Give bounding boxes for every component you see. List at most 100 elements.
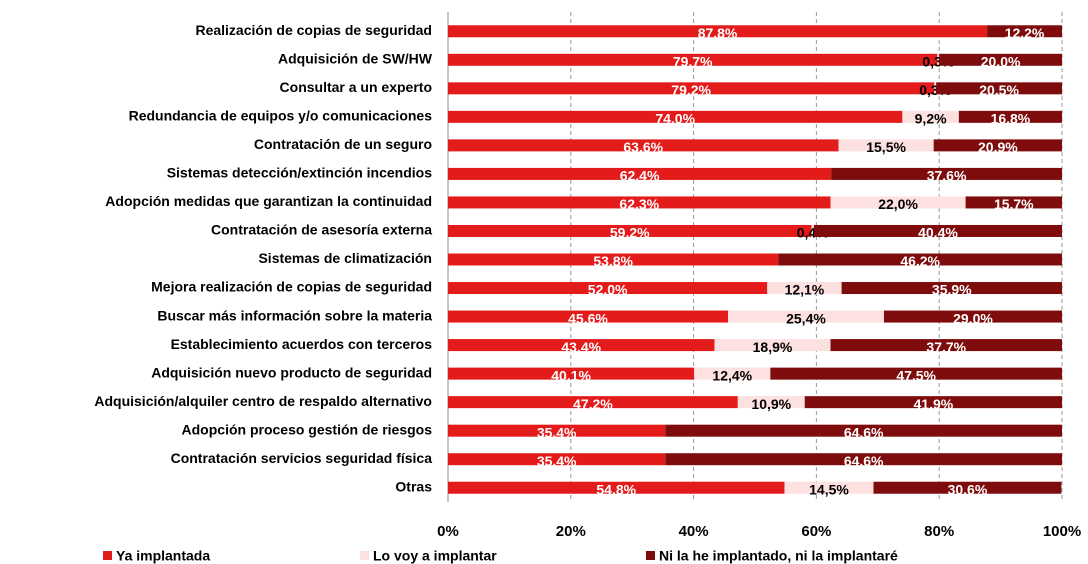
bar-segment	[937, 53, 940, 66]
bar-segment	[902, 110, 959, 123]
category-label: Sistemas de climatización	[258, 250, 432, 266]
bar-segment	[665, 424, 1062, 437]
data-label: 12,4%	[712, 367, 752, 383]
data-label: 20,0%	[981, 53, 1021, 69]
bar-segment	[841, 282, 1062, 295]
data-label: 15,7%	[994, 196, 1034, 212]
x-tick-label: 80%	[924, 523, 954, 540]
bar-segment	[448, 224, 812, 237]
bar-segment	[448, 367, 695, 380]
bar-segment	[830, 339, 1062, 352]
data-label: 62,3%	[619, 196, 659, 212]
data-label: 15,5%	[866, 139, 906, 155]
bar-segment	[727, 310, 884, 323]
category-label: Adquisición/alquiler centro de respaldo …	[94, 393, 432, 409]
legend-swatch	[103, 551, 112, 560]
category-label: Sistemas detección/extinción incendios	[167, 165, 433, 181]
data-label: 16,8%	[991, 111, 1031, 127]
bar-segment	[665, 453, 1062, 466]
legend-swatch	[360, 551, 369, 560]
data-label: 45,6%	[568, 310, 608, 326]
data-label: 74,0%	[655, 111, 695, 127]
data-label: 29,0%	[953, 310, 993, 326]
bar-segment	[936, 82, 1062, 95]
category-label: Adquisición nuevo producto de seguridad	[151, 364, 432, 380]
data-label: 9,2%	[915, 111, 947, 127]
bar-segment	[448, 82, 935, 95]
data-label: 64,6%	[844, 424, 884, 440]
data-label: 12,2%	[1005, 25, 1045, 41]
data-label: 20,5%	[979, 82, 1019, 98]
category-label: Adquisición de SW/HW	[278, 50, 433, 66]
bar-segment	[934, 82, 937, 95]
data-label: 79,7%	[673, 53, 713, 69]
data-label: 63,6%	[623, 139, 663, 155]
bar-segment	[830, 196, 966, 209]
bar-segment	[448, 339, 715, 352]
category-label: Contratación de asesoría externa	[211, 222, 432, 238]
data-label: 35,4%	[537, 424, 577, 440]
bar-segment	[448, 53, 938, 66]
legend-label: Ya implantada	[116, 548, 210, 564]
x-tick-label: 60%	[801, 523, 831, 540]
data-label: 35,9%	[932, 282, 972, 298]
bar-segment	[873, 481, 1062, 494]
data-label: 64,6%	[844, 453, 884, 469]
data-label: 47,2%	[573, 396, 613, 412]
category-label: Adopción proceso gestión de riesgos	[182, 421, 433, 437]
data-label: 20,9%	[978, 139, 1018, 155]
data-label: 62,4%	[620, 168, 660, 184]
category-label: Redundancia de equipos y/o comunicacione…	[129, 108, 433, 124]
category-label: Buscar más información sobre la materia	[157, 307, 432, 323]
bar-segment	[694, 367, 771, 380]
data-label: 87,8%	[698, 25, 738, 41]
data-label: 37,7%	[926, 339, 966, 355]
bar-segment	[767, 282, 842, 295]
bar-segment	[770, 367, 1062, 380]
data-label: 22,0%	[878, 196, 918, 212]
bar-segment	[448, 253, 779, 266]
category-label: Contratación de un seguro	[254, 136, 432, 152]
bar-segment	[737, 396, 805, 409]
data-label: 53,8%	[593, 253, 633, 269]
bar-segment	[448, 453, 666, 466]
data-label: 59,2%	[610, 225, 650, 241]
data-label: 10,9%	[751, 396, 791, 412]
data-label: 37,6%	[927, 168, 967, 184]
data-label: 52,0%	[588, 282, 628, 298]
category-label: Realización de copias de seguridad	[195, 22, 432, 38]
category-label: Consultar a un experto	[280, 79, 432, 95]
bar-segment	[838, 139, 934, 152]
bar-segment	[448, 310, 728, 323]
bar-segment	[714, 339, 831, 352]
bar-segment	[448, 481, 785, 494]
bar-segment	[448, 282, 768, 295]
category-label: Contratación servicios seguridad física	[171, 450, 433, 466]
data-label: 79,2%	[671, 82, 711, 98]
data-label: 14,5%	[809, 481, 849, 497]
bar-segment	[958, 110, 1062, 123]
bar-segment	[448, 25, 988, 38]
bar-segment	[965, 196, 1062, 209]
data-label: 47,5%	[896, 367, 936, 383]
category-label: Establecimiento acuerdos con terceros	[171, 336, 433, 352]
bar-segment	[939, 53, 1062, 66]
bar-segment	[448, 139, 839, 152]
data-label: 40,4%	[918, 225, 958, 241]
data-label: 35,4%	[537, 453, 577, 469]
data-label: 30,6%	[948, 481, 988, 497]
data-label: 54,8%	[596, 481, 636, 497]
bar-segment	[784, 481, 874, 494]
bar-segment	[811, 224, 814, 237]
data-label: 43,4%	[561, 339, 601, 355]
data-label: 12,1%	[785, 282, 825, 298]
bar-segment	[987, 25, 1062, 38]
data-label: 46,2%	[900, 253, 940, 269]
x-tick-label: 100%	[1043, 523, 1081, 540]
bar-segment	[778, 253, 1062, 266]
data-label: 41,9%	[914, 396, 954, 412]
bar-segment	[448, 110, 903, 123]
category-label: Otras	[395, 478, 432, 494]
category-label: Adopción medidas que garantizan la conti…	[105, 193, 432, 209]
bar-segment	[804, 396, 1062, 409]
